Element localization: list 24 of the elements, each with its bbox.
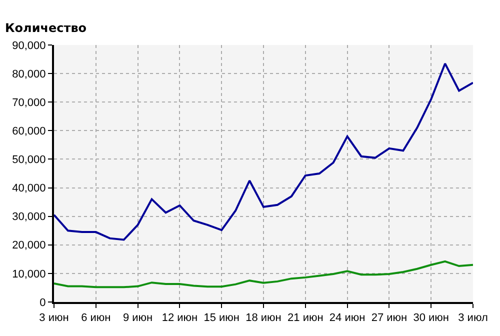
chart-title: Количество (5, 20, 87, 35)
y-tick-label: 80,000 (12, 68, 46, 80)
y-tick-label: 60,000 (12, 126, 46, 138)
x-tick-label: 12 июн (162, 312, 198, 324)
line-series (54, 260, 473, 288)
y-tick-label: 10,000 (12, 268, 46, 280)
line-series (54, 62, 473, 241)
x-tick-label: 30 июн (413, 312, 449, 324)
x-tick-label: 3 июн (39, 312, 69, 324)
y-tick-label: 50,000 (12, 154, 46, 166)
y-tick-label: 0 (40, 296, 46, 309)
x-tick-label: 6 июн (81, 312, 111, 324)
x-tick-label: 3 июл (458, 312, 488, 324)
y-tick-label: 40,000 (12, 182, 46, 195)
x-tick-label: 18 июн (246, 312, 282, 324)
x-tick-label: 24 июн (329, 312, 366, 324)
y-tick-label: 30,000 (12, 211, 46, 224)
y-tick-label: 20,000 (12, 240, 46, 252)
x-tick-label: 9 июн (122, 312, 153, 324)
y-tick-label: 90,000 (12, 40, 46, 52)
x-tick-label: 27 июн (371, 312, 408, 324)
y-tick-label: 70,000 (12, 96, 46, 109)
x-tick-label: 21 июн (288, 312, 324, 324)
x-tick-label: 15 июн (204, 312, 240, 324)
